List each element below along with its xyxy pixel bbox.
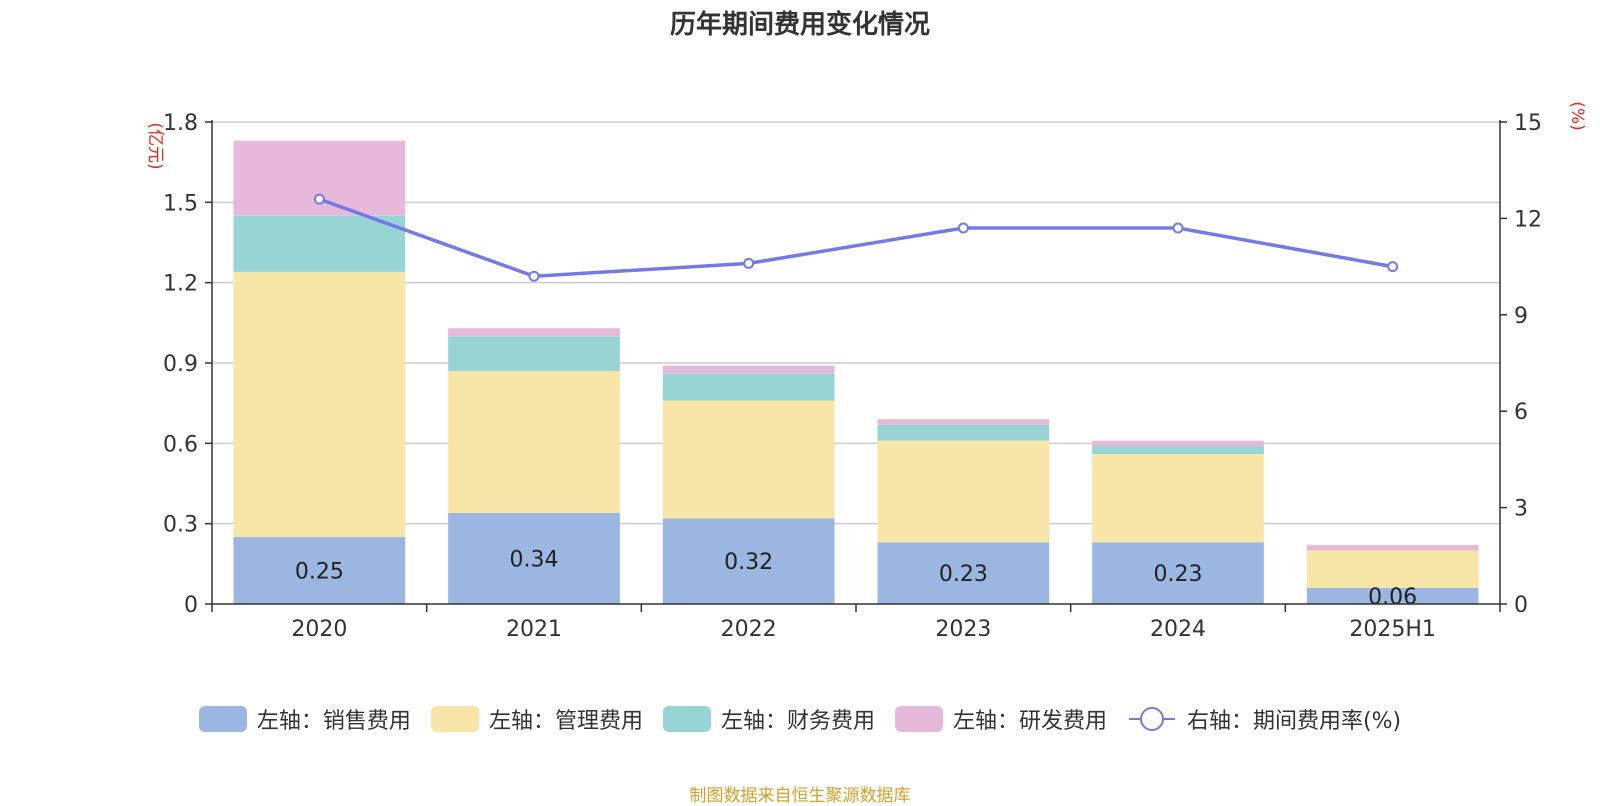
legend-item[interactable]: 左轴：管理费用	[430, 703, 643, 735]
bar-sales-2022	[662, 518, 835, 604]
x-axis-tick-label: 2020	[291, 617, 347, 642]
x-axis-tick-label: 2021	[506, 617, 562, 642]
bar-finance-2024	[1092, 446, 1264, 455]
bar-finance-2022	[662, 373, 835, 401]
x-axis-tick-label: 2022	[721, 617, 777, 642]
x-axis-tick-label: 2023	[935, 617, 991, 642]
right-axis-tick-label: 12	[1514, 207, 1542, 232]
line-point	[743, 257, 755, 269]
legend-label: 左轴：管理费用	[488, 709, 643, 734]
bar-admin-2025H1	[1306, 550, 1479, 588]
legend-item[interactable]: 右轴：期间费用率(%)	[1127, 703, 1401, 735]
bar-rnd-2023	[877, 419, 1050, 425]
bar-data-label: 0.34	[510, 547, 559, 572]
right-axis-tick-label: 9	[1514, 304, 1528, 329]
line-point	[957, 222, 969, 234]
bar-data-label: 0.23	[1154, 562, 1203, 587]
chart-legend: 左轴：销售费用 左轴：管理费用 左轴：财务费用 左轴：研发费用 右轴：期间费用率(%)	[0, 703, 1600, 735]
bar-rnd-2024	[1092, 440, 1264, 447]
x-axis-tick-label: 2025H1	[1349, 617, 1436, 642]
left-axis-tick-label: 0.6	[163, 432, 198, 457]
bar-sales-2020	[233, 537, 406, 604]
left-axis-unit-label: (亿元)	[145, 122, 165, 169]
left-axis-tick-label: 1.5	[163, 191, 198, 216]
bar-finance-2020	[233, 215, 406, 272]
bar-finance-2021	[448, 336, 620, 372]
bar-data-label: 0.23	[939, 562, 988, 587]
legend-item[interactable]: 左轴：销售费用	[198, 703, 411, 735]
bar-admin-2022	[662, 400, 835, 519]
bar-sales-2021	[448, 512, 620, 604]
bar-data-label: 0.06	[1368, 585, 1417, 610]
bar-rnd-2025H1	[1306, 545, 1479, 551]
bar-data-label: 0.32	[724, 550, 773, 575]
legend-swatch	[662, 706, 711, 732]
left-axis-tick-label: 1.2	[163, 272, 198, 297]
bar-sales-2024	[1092, 542, 1264, 604]
line-point	[1172, 222, 1184, 234]
bar-admin-2021	[448, 371, 620, 513]
left-axis-tick-label: 0.9	[163, 352, 198, 377]
line-point	[528, 270, 540, 282]
legend-label: 左轴：研发费用	[952, 709, 1107, 734]
legend-swatch	[894, 706, 943, 732]
bar-admin-2020	[233, 271, 406, 538]
legend-swatch	[198, 706, 247, 732]
data-source-note: 制图数据来自恒生聚源数据库	[689, 786, 911, 806]
right-axis-tick-label: 0	[1514, 593, 1528, 618]
left-axis-tick-label: 1.8	[163, 111, 198, 136]
bar-rnd-2021	[448, 328, 620, 337]
right-axis-unit-label: (%)	[1567, 101, 1587, 130]
left-axis-tick-label: 0.3	[163, 513, 198, 538]
chart-plot: 0 0.3 0.6 0.9 1.2 1.5 1.8 0 3 6 9 12 15 (亿元) (%) 0.25 0.…	[145, 101, 1587, 642]
left-axis-tick-label: 0	[184, 593, 198, 618]
chart-title: 历年期间费用变化情况	[669, 10, 930, 40]
legend-item[interactable]: 左轴：财务费用	[662, 703, 875, 735]
bar-rnd-2022	[662, 365, 835, 374]
bar-finance-2023	[877, 424, 1050, 441]
legend-label: 右轴：期间费用率(%)	[1186, 709, 1402, 734]
legend-label: 左轴：销售费用	[256, 709, 411, 734]
line-point	[313, 193, 325, 205]
line-expense-ratio	[318, 197, 1393, 279]
bar-admin-2024	[1092, 454, 1264, 543]
bar-sales-2025H1	[1306, 587, 1479, 604]
bar-sales-2023	[877, 542, 1050, 604]
x-axis-tick-label: 2024	[1150, 617, 1206, 642]
bar-data-label: 0.25	[295, 560, 344, 585]
line-point	[1387, 261, 1399, 273]
right-axis-tick-label: 6	[1514, 400, 1528, 425]
bar-admin-2023	[877, 440, 1050, 543]
legend-line-marker-icon	[1128, 707, 1175, 731]
legend-label: 左轴：财务费用	[720, 709, 875, 734]
right-axis-tick-label: 15	[1514, 111, 1542, 136]
legend-swatch	[430, 706, 479, 732]
right-axis-tick-label: 3	[1514, 497, 1528, 522]
legend-item[interactable]: 左轴：研发费用	[894, 703, 1107, 735]
